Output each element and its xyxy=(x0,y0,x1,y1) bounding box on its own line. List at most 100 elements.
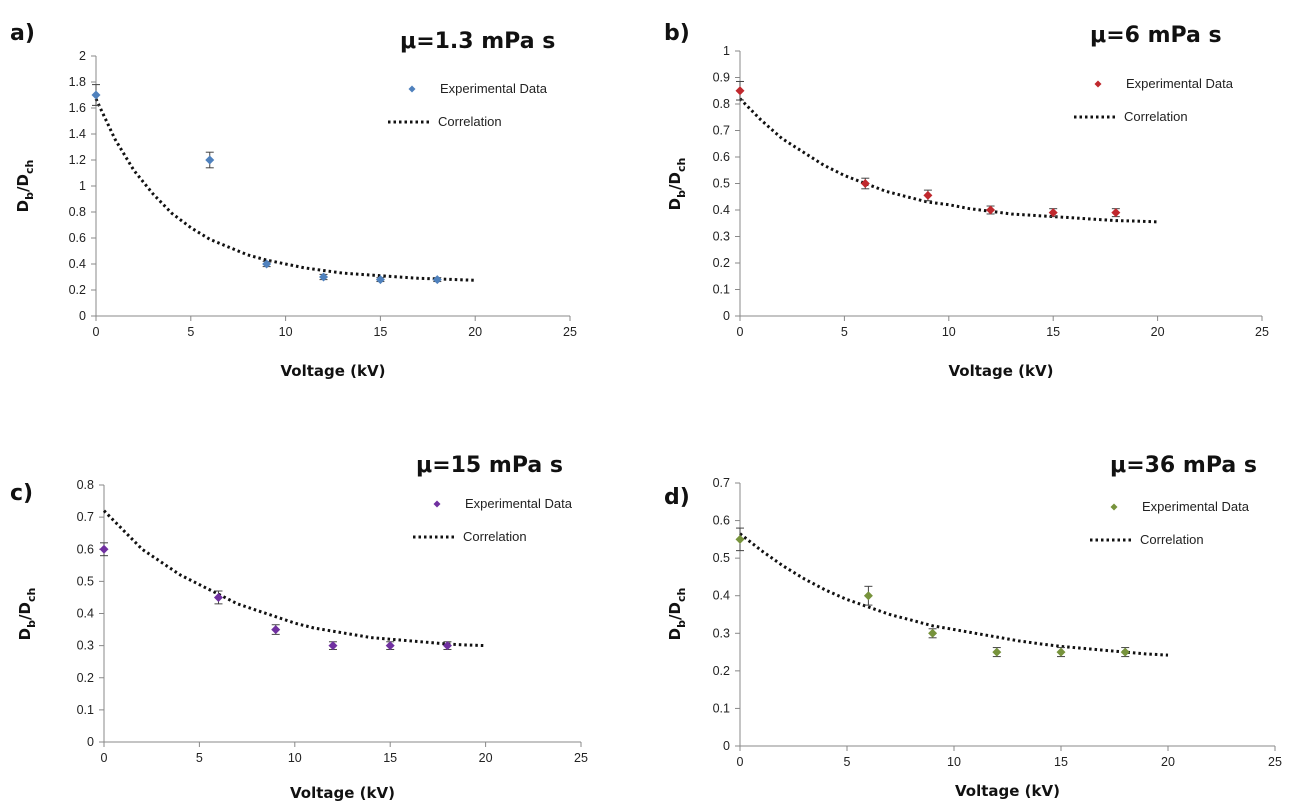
y-tick-label: 0 xyxy=(723,309,730,323)
y-tick-label: 0.1 xyxy=(713,283,730,297)
data-point xyxy=(432,275,442,285)
x-tick-label: 0 xyxy=(93,325,100,339)
y-tick-label: 0.6 xyxy=(77,542,94,556)
x-tick-label: 15 xyxy=(383,751,397,765)
y-tick-label: 0.1 xyxy=(77,703,94,717)
y-axis-label-sub-ch: ch xyxy=(23,160,36,174)
data-point xyxy=(262,259,272,269)
y-tick-label: 0.2 xyxy=(69,283,86,297)
diamond-marker xyxy=(860,179,870,188)
y-tick-label: 0.5 xyxy=(713,177,730,191)
x-tick-label: 5 xyxy=(187,325,194,339)
diamond-marker xyxy=(442,641,452,651)
y-tick-label: 0.8 xyxy=(713,97,730,111)
x-tick-label: 25 xyxy=(1268,755,1282,769)
legend-diamond-icon xyxy=(433,500,441,508)
data-point xyxy=(319,272,329,282)
y-axis-label-sub-ch: ch xyxy=(25,588,38,602)
data-point xyxy=(1111,208,1121,218)
y-axis-label: Db/Dch xyxy=(16,588,38,641)
chart-title: μ=1.3 mPa s xyxy=(400,29,555,54)
y-tick-label: 0.4 xyxy=(69,257,86,271)
y-axis-label-sub-b: b xyxy=(23,192,36,200)
x-axis-label: Voltage (kV) xyxy=(290,784,395,802)
x-tick-label: 15 xyxy=(1054,755,1068,769)
diamond-marker xyxy=(1048,208,1058,218)
y-tick-label: 0.3 xyxy=(713,230,730,244)
y-axis-label-main: D xyxy=(666,198,684,210)
y-tick-label: 0.5 xyxy=(713,551,730,565)
y-tick-label: 0.8 xyxy=(77,478,94,492)
y-tick-label: 2 xyxy=(79,49,86,63)
diamond-marker xyxy=(375,275,385,285)
data-point xyxy=(986,205,996,215)
diamond-marker xyxy=(1056,647,1066,657)
chart-title: μ=6 mPa s xyxy=(1090,23,1222,48)
y-axis-label-sub-ch: ch xyxy=(675,588,688,602)
y-tick-label: 1.2 xyxy=(69,153,86,167)
chart-panel-c: c) μ=15 mPa s 0 5 10 15 20 25 0 0.1 0.2 0.3 0.4 0.5 0.… xyxy=(10,453,588,802)
diamond-marker xyxy=(432,275,442,285)
x-tick-label: 5 xyxy=(844,755,851,769)
y-tick-label: 0.2 xyxy=(77,671,94,685)
legend-experimental-label: Experimental Data xyxy=(465,496,573,511)
y-tick-label: 0.9 xyxy=(713,71,730,85)
legend-correlation-label: Correlation xyxy=(463,529,527,544)
x-axis-label: Voltage (kV) xyxy=(949,362,1054,380)
y-tick-label: 0.7 xyxy=(713,476,730,490)
data-point xyxy=(205,151,215,169)
y-axis-label-main: D xyxy=(16,628,34,640)
y-tick-label: 0.3 xyxy=(77,639,94,653)
diamond-marker xyxy=(91,90,101,100)
y-tick-label: 0.4 xyxy=(713,589,730,603)
x-tick-label: 25 xyxy=(1255,325,1269,339)
chart-panel-d: d) μ=36 mPa s 0 5 10 15 20 25 0 0.1 0.2 0.3 0.4 0.5 0.… xyxy=(664,453,1282,800)
x-tick-label: 25 xyxy=(563,325,577,339)
x-tick-label: 20 xyxy=(468,325,482,339)
y-tick-label: 0.3 xyxy=(713,626,730,640)
data-point xyxy=(385,641,395,651)
x-axis-label: Voltage (kV) xyxy=(955,782,1060,800)
diamond-marker xyxy=(1120,647,1130,657)
diamond-marker xyxy=(385,641,395,651)
data-point xyxy=(735,80,745,101)
y-tick-label: 0.8 xyxy=(69,205,86,219)
legend-diamond-icon xyxy=(408,85,416,93)
diamond-marker xyxy=(863,591,873,601)
x-tick-label: 0 xyxy=(737,755,744,769)
y-tick-label: 0 xyxy=(87,735,94,749)
y-tick-label: 0.7 xyxy=(713,124,730,138)
y-tick-label: 0.7 xyxy=(77,510,94,524)
y-tick-label: 0.2 xyxy=(713,664,730,678)
data-point xyxy=(735,527,745,552)
x-axis-label: Voltage (kV) xyxy=(281,362,386,380)
legend-correlation-label: Correlation xyxy=(438,114,502,129)
x-tick-label: 20 xyxy=(1151,325,1165,339)
x-tick-label: 10 xyxy=(947,755,961,769)
x-tick-label: 20 xyxy=(479,751,493,765)
x-tick-label: 0 xyxy=(101,751,108,765)
y-axis-label: Db/Dch xyxy=(14,160,36,213)
y-axis-label-main: D xyxy=(666,628,684,640)
x-tick-label: 5 xyxy=(196,751,203,765)
legend-experimental-label: Experimental Data xyxy=(1142,499,1250,514)
data-point xyxy=(928,628,938,639)
x-tick-label: 15 xyxy=(373,325,387,339)
panel-letter: d) xyxy=(664,485,690,510)
diamond-marker xyxy=(992,647,1002,657)
data-point xyxy=(992,647,1002,658)
panel-letter: b) xyxy=(664,21,690,46)
y-axis-label-mid: /D xyxy=(666,602,684,620)
correlation-curve xyxy=(739,532,1169,657)
data-point xyxy=(1056,647,1066,658)
y-tick-label: 0 xyxy=(79,309,86,323)
y-axis-label-sub-b: b xyxy=(675,190,688,198)
data-point xyxy=(860,177,870,190)
diamond-marker xyxy=(205,155,215,165)
legend-correlation-label: Correlation xyxy=(1140,532,1204,547)
data-point xyxy=(442,641,452,651)
y-tick-label: 0.6 xyxy=(69,231,86,245)
diamond-marker xyxy=(923,190,933,200)
data-point xyxy=(99,542,109,557)
y-axis-label: Db/Dch xyxy=(666,588,688,641)
